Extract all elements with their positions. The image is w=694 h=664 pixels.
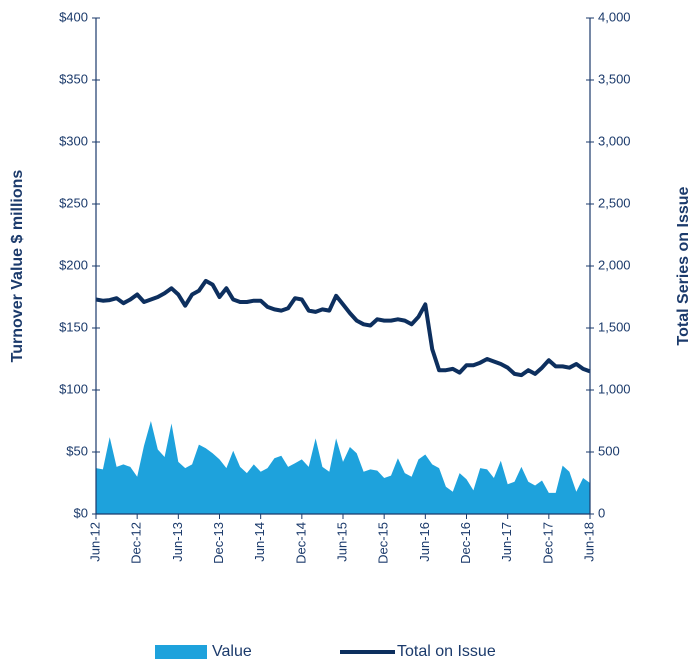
legend-label: Total on Issue (397, 643, 496, 660)
x-tick-label: Dec-15 (376, 522, 391, 564)
x-tick-label: Dec-17 (540, 522, 555, 564)
x-tick-label: Jun-18 (581, 522, 596, 562)
y2-tick-label: 4,000 (598, 9, 631, 24)
line (95, 278, 591, 378)
y-axis-label: Turnover Value $ millions (9, 170, 26, 363)
x-tick-label: Dec-16 (458, 522, 473, 564)
y2-tick-label: 3,500 (598, 71, 631, 86)
x-tick-label: Dec-12 (129, 522, 144, 564)
y2-tick-label: 0 (598, 505, 605, 520)
y2-tick-label: 3,000 (598, 133, 631, 148)
x-tick-label: Jun-12 (87, 522, 102, 562)
x-tick-label: Jun-13 (170, 522, 185, 562)
x-tick-label: Jun-17 (499, 522, 514, 562)
y-tick-label: $0 (74, 505, 88, 520)
y-tick-label: $50 (66, 443, 88, 458)
x-tick-label: Jun-14 (252, 522, 267, 562)
y2-tick-label: 1,000 (598, 381, 631, 396)
y2-axis-label: Total Series on Issue (675, 186, 692, 345)
y-tick-label: $300 (59, 133, 88, 148)
y2-tick-label: 2,500 (598, 195, 631, 210)
legend-label: Value (212, 643, 252, 660)
y2-tick-label: 1,500 (598, 319, 631, 334)
y2-tick-label: 500 (598, 443, 620, 458)
y-tick-label: $400 (59, 9, 88, 24)
x-tick-label: Dec-13 (211, 522, 226, 564)
area (96, 421, 590, 514)
y-tick-label: $100 (59, 381, 88, 396)
y-tick-label: $250 (59, 195, 88, 210)
y-tick-label: $200 (59, 257, 88, 272)
y-tick-label: $150 (59, 319, 88, 334)
x-tick-label: Jun-16 (417, 522, 432, 562)
x-tick-label: Jun-15 (334, 522, 349, 562)
y2-tick-label: 2,000 (598, 257, 631, 272)
legend-swatch (155, 645, 207, 659)
x-tick-label: Dec-14 (293, 522, 308, 564)
y-tick-label: $350 (59, 71, 88, 86)
